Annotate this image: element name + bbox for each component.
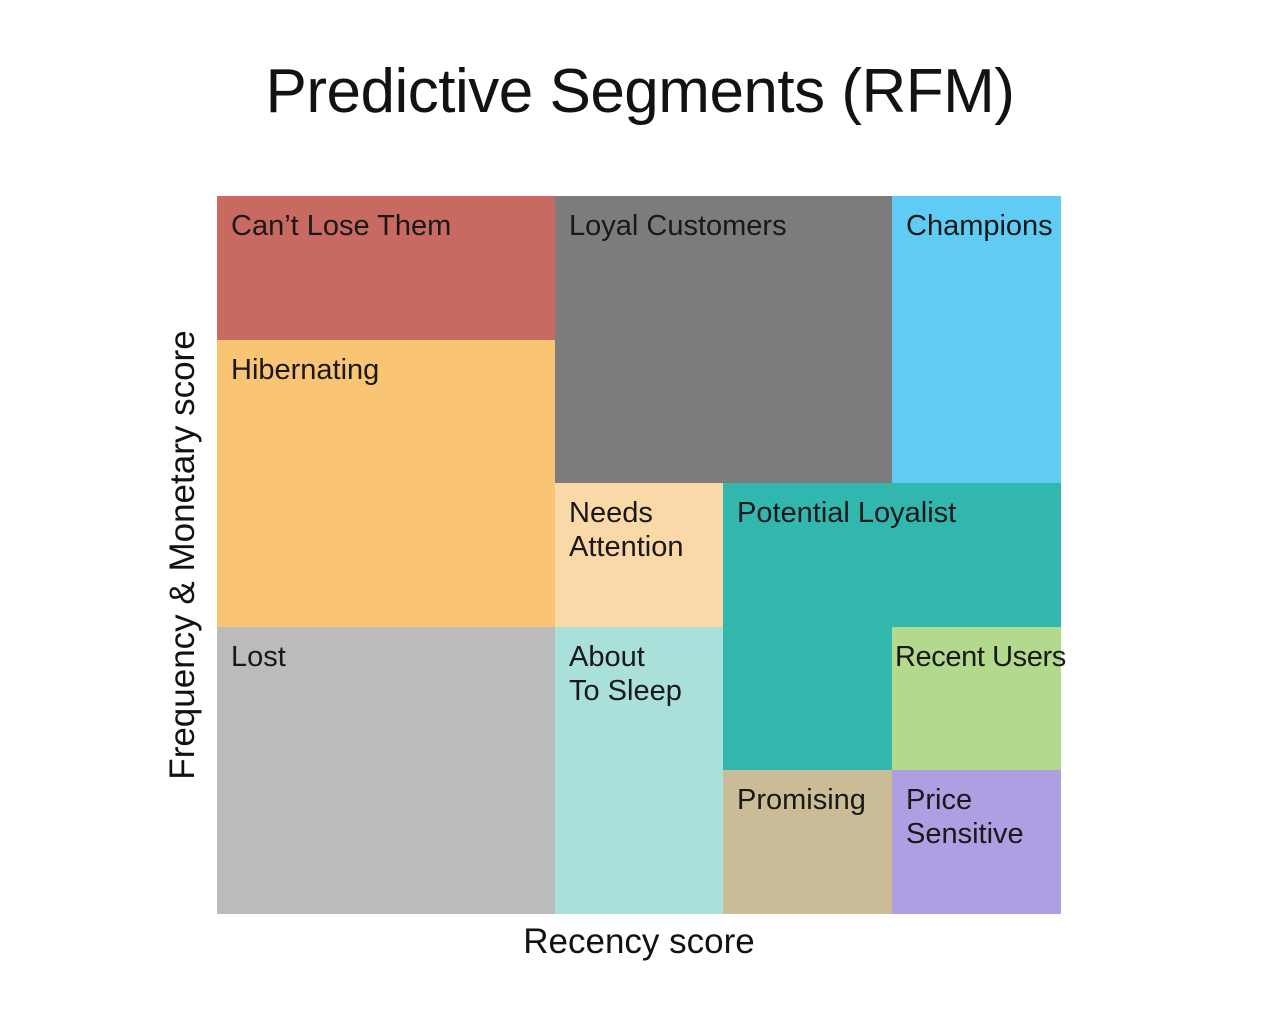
segment-label: Potential Loyalist bbox=[737, 497, 957, 529]
segment-about-to-sleep: About To Sleep bbox=[555, 627, 723, 914]
segment-label: Needs Attention bbox=[569, 497, 684, 563]
segment-needs-attention: Needs Attention bbox=[555, 483, 723, 627]
segment-label: About To Sleep bbox=[569, 641, 682, 707]
segment-label: Champions bbox=[906, 210, 1053, 242]
segment-loyal-customers: Loyal Customers bbox=[555, 196, 892, 483]
x-axis-label: Recency score bbox=[523, 922, 755, 961]
segment-price-sensitive: Price Sensitive bbox=[892, 770, 1061, 914]
segment-label: Lost bbox=[231, 641, 286, 673]
segment-label: Recent Users bbox=[895, 641, 1066, 673]
segment-label: Hibernating bbox=[231, 354, 380, 386]
segment-champions: Champions bbox=[892, 196, 1061, 483]
chart-title: Predictive Segments (RFM) bbox=[265, 57, 1015, 126]
segment-cant-lose-them: Can’t Lose Them bbox=[217, 196, 555, 340]
segment-label: Can’t Lose Them bbox=[231, 210, 452, 242]
segment-label: Promising bbox=[737, 784, 866, 816]
segment-grid: Can’t Lose Them Loyal Customers Champion… bbox=[217, 196, 1066, 914]
segment-recent-users: Recent Users bbox=[892, 627, 1066, 770]
segment-label: Loyal Customers bbox=[569, 210, 787, 242]
segment-label: Price Sensitive bbox=[906, 784, 1024, 850]
y-axis-label: Frequency & Monetary score bbox=[163, 330, 202, 780]
segment-hibernating: Hibernating bbox=[217, 340, 555, 627]
segment-promising: Promising bbox=[723, 770, 892, 914]
segment-lost: Lost bbox=[217, 627, 555, 914]
